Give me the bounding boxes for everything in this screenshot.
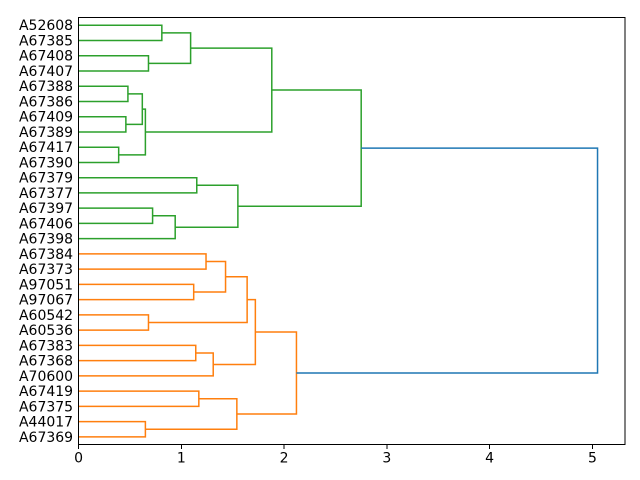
leaf-label: A67419: [19, 384, 73, 400]
leaf-label: A97067: [19, 293, 73, 309]
leaf-label: A67368: [19, 354, 73, 370]
leaf-label: A67406: [19, 216, 73, 232]
leaf-label: A67384: [19, 247, 73, 263]
leaf-label: A70600: [19, 369, 73, 385]
dendrogram-links: [78, 24, 599, 438]
leaf-label: A67408: [19, 49, 73, 65]
x-tick-label: 3: [382, 451, 391, 467]
leaf-label: A60542: [19, 308, 73, 324]
leaf-label: A67383: [19, 338, 73, 354]
x-tick-label: 4: [485, 451, 494, 467]
leaf-label: A97051: [19, 277, 73, 293]
leaf-label: A67390: [19, 155, 73, 171]
leaf-label: A67389: [19, 125, 73, 141]
plot-border: [78, 17, 626, 445]
leaf-label: A67417: [19, 140, 73, 156]
x-tick-label: 1: [177, 451, 186, 467]
leaf-labels: A52608A67385A67408A67407A67388A67386A674…: [19, 18, 73, 446]
x-tick-label: 0: [74, 451, 83, 467]
leaf-label: A44017: [19, 415, 73, 431]
leaf-label: A67379: [19, 171, 73, 187]
leaf-label: A67375: [19, 399, 73, 415]
leaf-label: A67388: [19, 79, 73, 95]
leaf-label: A67377: [19, 186, 73, 202]
leaf-label: A67385: [19, 33, 73, 49]
leaf-label: A67409: [19, 110, 73, 126]
leaf-label: A67398: [19, 232, 73, 248]
x-axis: 0 1 2 3 4 5: [74, 444, 597, 467]
leaf-label: A52608: [19, 18, 73, 34]
x-tick-label: 2: [280, 451, 289, 467]
leaf-label: A67386: [19, 94, 73, 110]
x-tick-label: 5: [588, 451, 597, 467]
leaf-label: A67397: [19, 201, 73, 217]
leaf-label: A67373: [19, 262, 73, 278]
leaf-label: A60536: [19, 323, 73, 339]
axes: [78, 17, 626, 445]
leaf-label: A67369: [19, 430, 73, 446]
leaf-label: A67407: [19, 64, 73, 80]
dendrogram-link-root: [296, 147, 599, 374]
